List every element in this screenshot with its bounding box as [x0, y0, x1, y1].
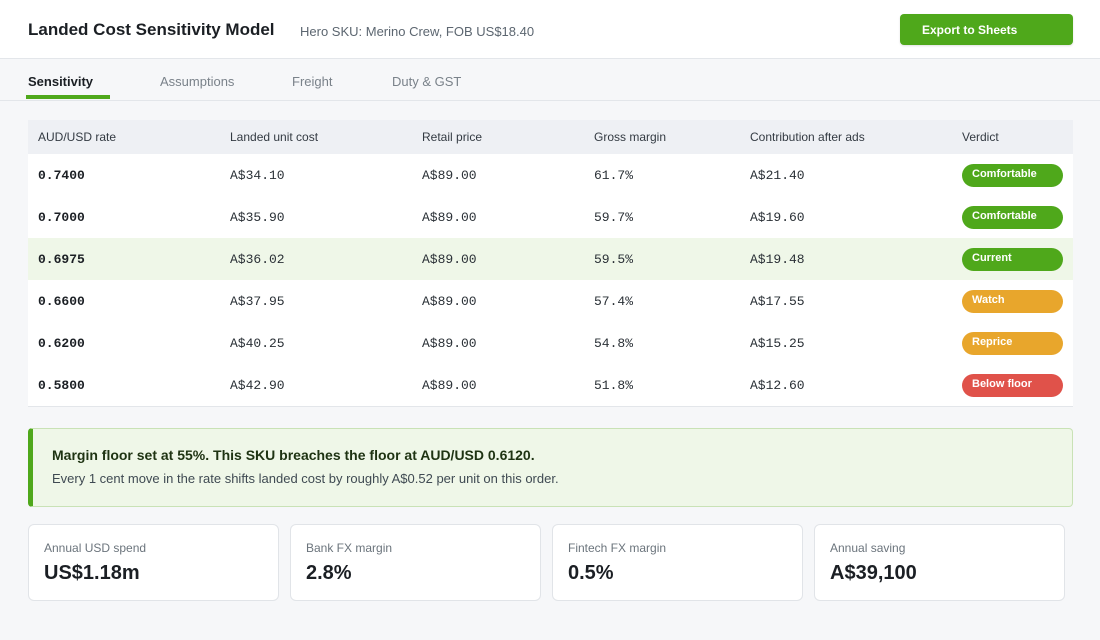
cell-retail-price: A$89.00 — [422, 209, 477, 225]
cell-retail-price: A$89.00 — [422, 251, 477, 267]
table-row[interactable]: 0.6600 A$37.95 A$89.00 57.4% A$17.55 Wat… — [28, 280, 1073, 322]
cell-landed-cost: A$42.90 — [230, 377, 285, 393]
verdict-badge: Watch — [962, 289, 1063, 313]
sensitivity-table: AUD/USD rate Landed unit cost Retail pri… — [28, 120, 1073, 407]
app-header: Landed Cost Sensitivity Model Hero SKU: … — [0, 0, 1100, 59]
cell-retail-price: A$89.00 — [422, 293, 477, 309]
stat-label: Fintech FX margin — [568, 541, 667, 555]
tab-bar: Sensitivity Assumptions Freight Duty & G… — [0, 59, 1100, 101]
cell-gross-margin: 59.7% — [594, 209, 634, 225]
cell-rate: 0.6975 — [38, 251, 85, 267]
tab-duty-gst[interactable]: Duty & GST — [392, 74, 462, 89]
cell-landed-cost: A$35.90 — [230, 209, 285, 225]
stat-value: US$1.18m — [44, 562, 140, 584]
cell-gross-margin: 59.5% — [594, 251, 634, 267]
cell-contribution: A$19.60 — [750, 209, 805, 225]
cell-contribution: A$17.55 — [750, 293, 805, 309]
cell-retail-price: A$89.00 — [422, 167, 477, 183]
tab-sensitivity[interactable]: Sensitivity — [28, 74, 94, 89]
cell-landed-cost: A$37.95 — [230, 293, 285, 309]
verdict-badge: Below floor — [962, 373, 1063, 397]
column-header-contribution: Contribution after ads — [750, 130, 865, 144]
cell-rate: 0.6600 — [38, 293, 85, 309]
tab-assumptions[interactable]: Assumptions — [160, 74, 235, 89]
cell-contribution: A$12.60 — [750, 377, 805, 393]
export-to-sheets-button[interactable]: Export to Sheets — [900, 14, 1073, 45]
cell-landed-cost: A$36.02 — [230, 251, 285, 267]
verdict-badge: Comfortable — [962, 163, 1063, 187]
stat-card-annual-saving: Annual saving A$39,100 — [814, 524, 1065, 601]
table-header-row: AUD/USD rate Landed unit cost Retail pri… — [28, 120, 1073, 154]
column-header-retail-price: Retail price — [422, 130, 483, 144]
table-row[interactable]: 0.6200 A$40.25 A$89.00 54.8% A$15.25 Rep… — [28, 322, 1073, 364]
callout-body: Every 1 cent move in the rate shifts lan… — [52, 471, 559, 486]
column-header-rate: AUD/USD rate — [38, 130, 117, 144]
active-tab-indicator — [26, 95, 110, 99]
stat-value: 2.8% — [306, 562, 352, 584]
callout-title: Margin floor set at 55%. This SKU breach… — [52, 447, 535, 463]
cell-retail-price: A$89.00 — [422, 335, 477, 351]
cell-verdict: Comfortable — [952, 196, 1073, 238]
stat-card-bank-fx-margin: Bank FX margin 2.8% — [290, 524, 541, 601]
tab-freight[interactable]: Freight — [292, 74, 333, 89]
stat-label: Annual USD spend — [44, 541, 147, 555]
column-header-verdict: Verdict — [962, 130, 999, 144]
cell-rate: 0.6200 — [38, 335, 85, 351]
stat-value: A$39,100 — [830, 562, 917, 584]
table-row[interactable]: 0.7400 A$34.10 A$89.00 61.7% A$21.40 Com… — [28, 154, 1073, 196]
cell-retail-price: A$89.00 — [422, 377, 477, 393]
cell-landed-cost: A$34.10 — [230, 167, 285, 183]
stat-value: 0.5% — [568, 562, 614, 584]
column-header-landed-cost: Landed unit cost — [230, 130, 319, 144]
stat-card-annual-usd-spend: Annual USD spend US$1.18m — [28, 524, 279, 601]
cell-rate: 0.5800 — [38, 377, 85, 393]
cell-verdict: Reprice — [952, 322, 1073, 364]
verdict-badge: Current — [962, 247, 1063, 271]
cell-landed-cost: A$40.25 — [230, 335, 285, 351]
stat-card-fintech-fx-margin: Fintech FX margin 0.5% — [552, 524, 803, 601]
stat-label: Bank FX margin — [306, 541, 393, 555]
table-row[interactable]: 0.6975 A$36.02 A$89.00 59.5% A$19.48 Cur… — [28, 238, 1073, 280]
cell-contribution: A$15.25 — [750, 335, 805, 351]
stat-label: Annual saving — [830, 541, 906, 555]
cell-gross-margin: 57.4% — [594, 293, 634, 309]
cell-verdict: Watch — [952, 280, 1073, 322]
cell-gross-margin: 51.8% — [594, 377, 634, 393]
verdict-badge: Comfortable — [962, 205, 1063, 229]
cell-verdict: Current — [952, 238, 1073, 280]
margin-floor-callout: Margin floor set at 55%. This SKU breach… — [28, 428, 1073, 507]
cell-gross-margin: 54.8% — [594, 335, 634, 351]
table-row[interactable]: 0.5800 A$42.90 A$89.00 51.8% A$12.60 Bel… — [28, 364, 1073, 406]
cell-contribution: A$19.48 — [750, 251, 805, 267]
table-row[interactable]: 0.7000 A$35.90 A$89.00 59.7% A$19.60 Com… — [28, 196, 1073, 238]
verdict-badge: Reprice — [962, 331, 1063, 355]
sku-subtitle: Hero SKU: Merino Crew, FOB US$18.40 — [300, 24, 535, 39]
cell-verdict: Below floor — [952, 364, 1073, 406]
column-header-gross-margin: Gross margin — [594, 130, 667, 144]
cell-rate: 0.7000 — [38, 209, 85, 225]
cell-verdict: Comfortable — [952, 154, 1073, 196]
cell-rate: 0.7400 — [38, 167, 85, 183]
cell-gross-margin: 61.7% — [594, 167, 634, 183]
cell-contribution: A$21.40 — [750, 167, 805, 183]
page-title: Landed Cost Sensitivity Model — [28, 20, 275, 39]
